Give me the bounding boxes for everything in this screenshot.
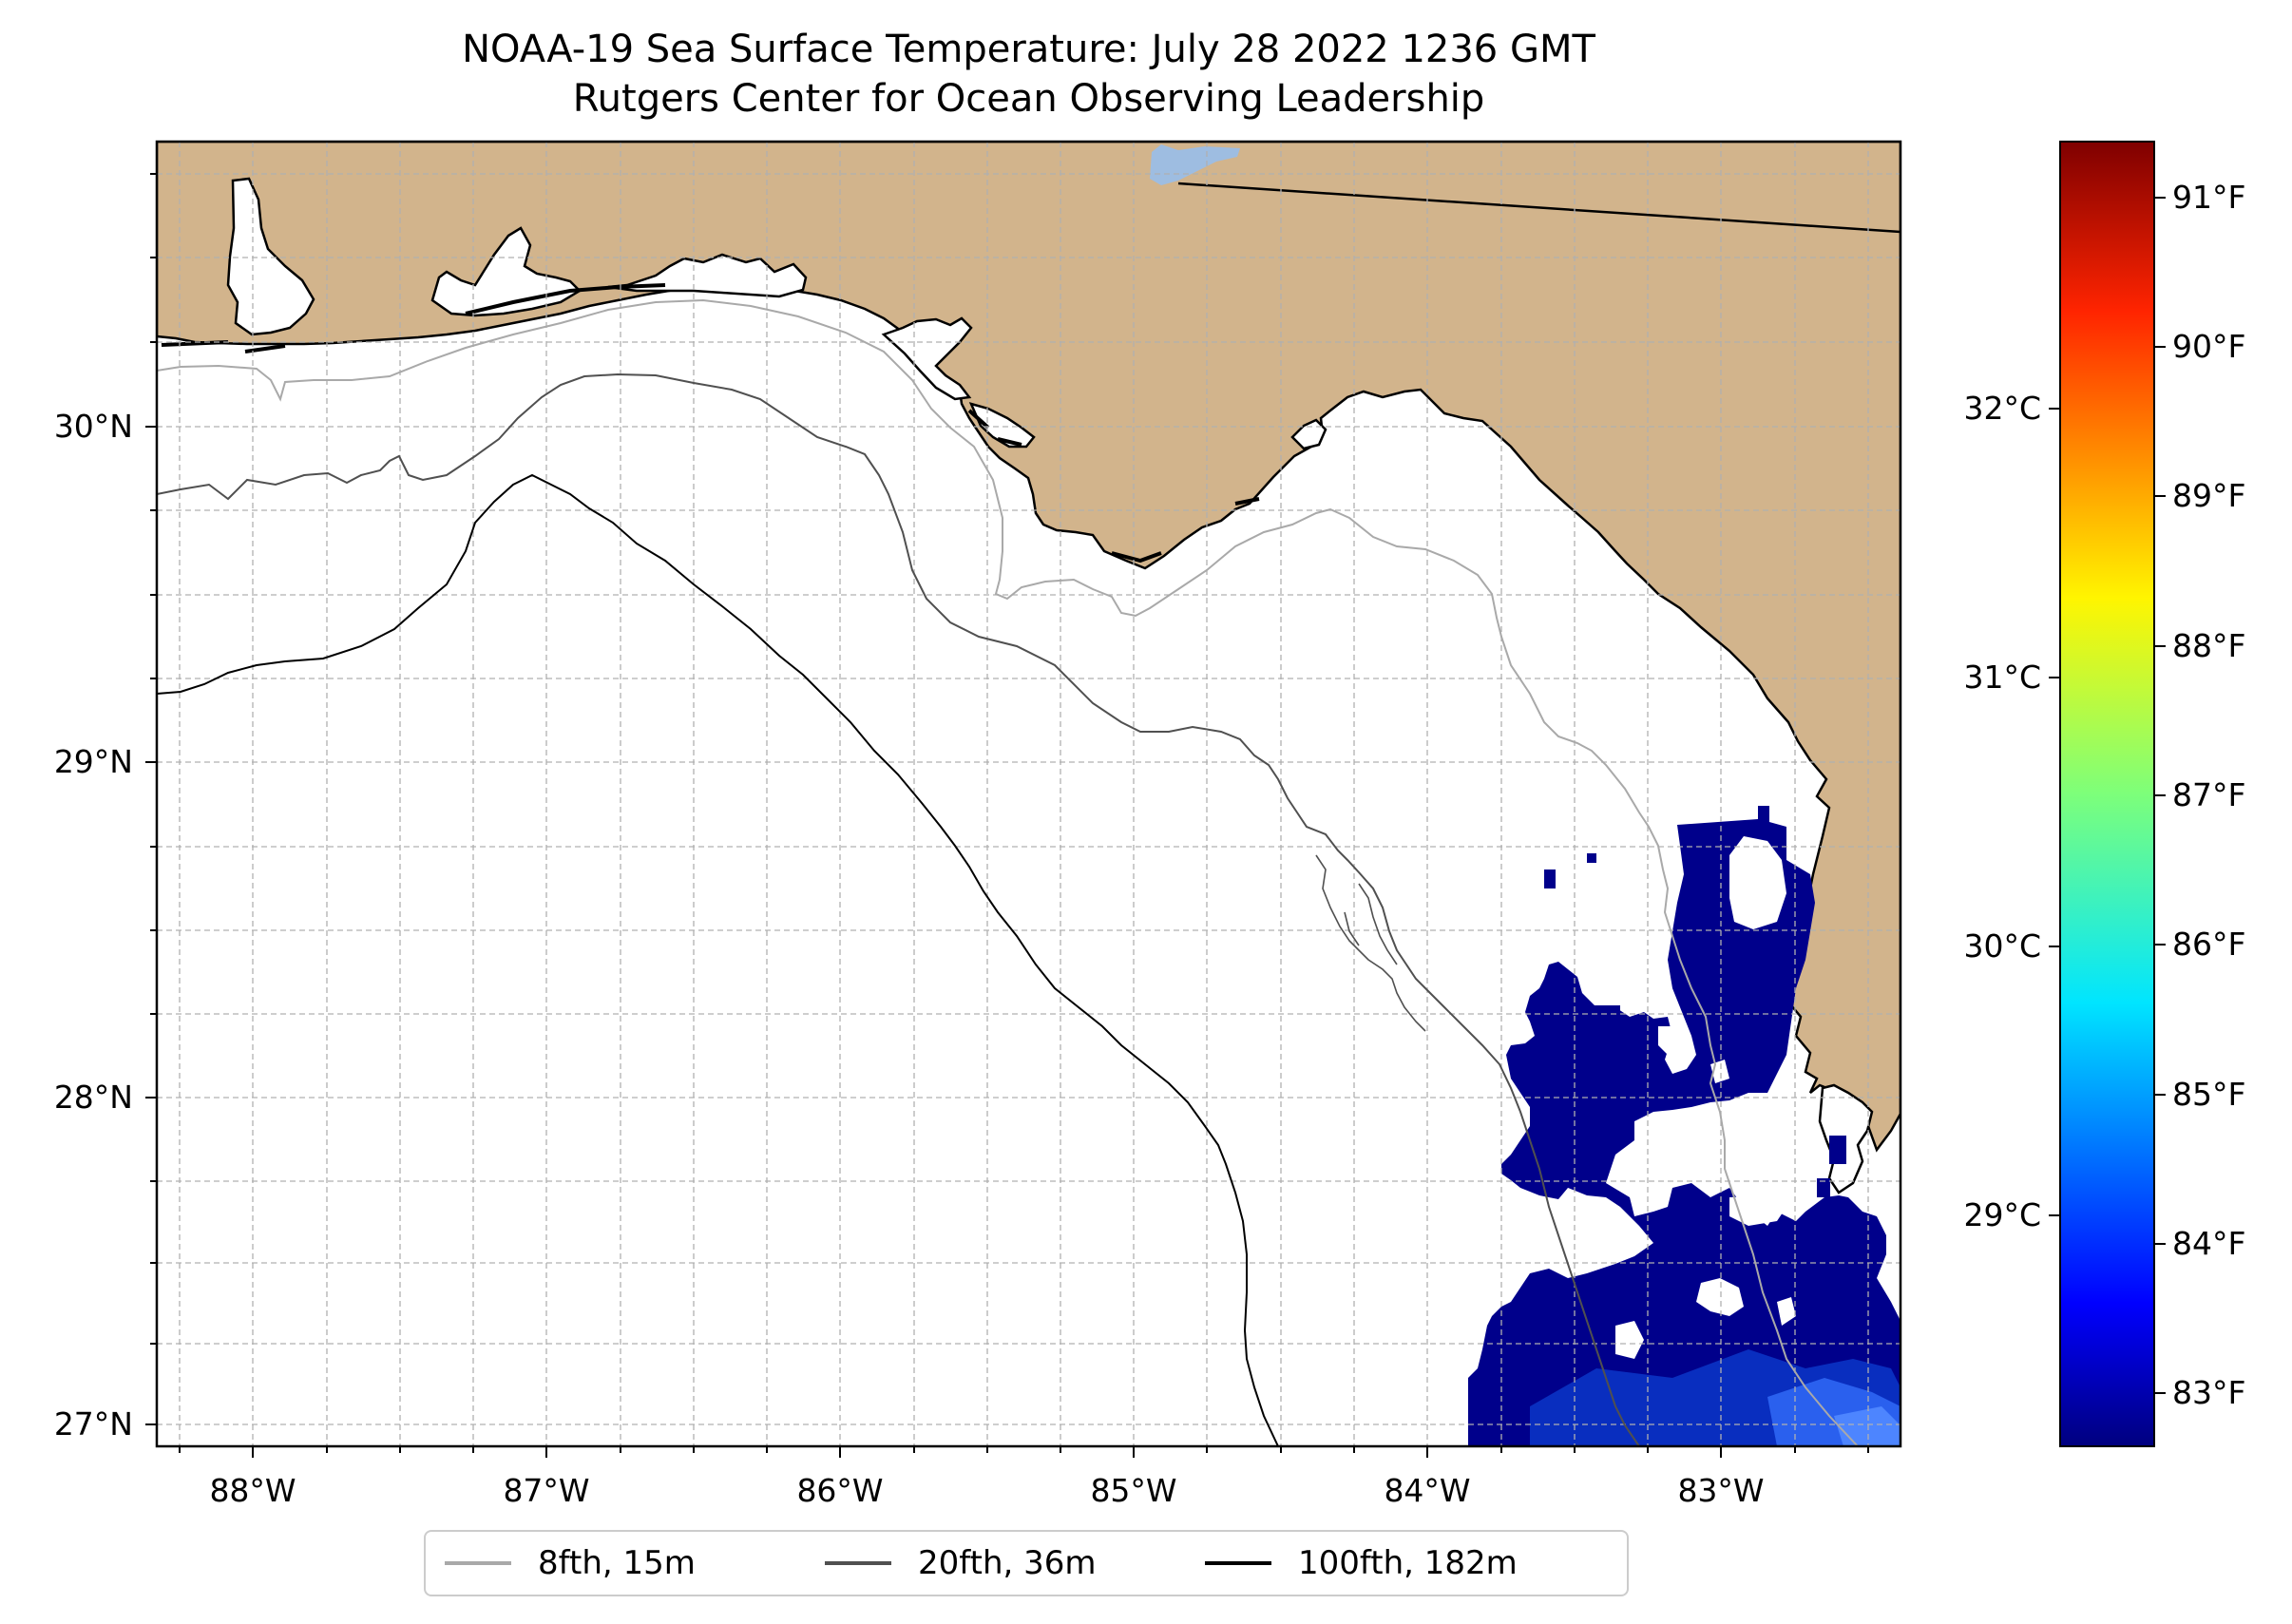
x-tick-label-85w: 85°W: [1090, 1472, 1176, 1509]
legend-label-20fth: 20fth, 36m: [918, 1544, 1097, 1582]
legend-swatch-100fth: [1205, 1561, 1271, 1565]
y-tick-label-28n: 28°N: [54, 1079, 133, 1116]
fahrenheit-label-85: 85°F: [2172, 1076, 2245, 1113]
y-tick-label-27n: 27°N: [54, 1405, 133, 1442]
legend-item-8fth: 8fth, 15m: [445, 1532, 696, 1595]
x-tick-label-83w: 83°W: [1677, 1472, 1764, 1509]
fahrenheit-label-89: 89°F: [2172, 477, 2245, 514]
pensacola-bay: [430, 226, 583, 317]
title-line-2: Rutgers Center for Ocean Observing Leade…: [572, 77, 1485, 121]
fahrenheit-label-84: 84°F: [2172, 1225, 2245, 1262]
celsius-label-31: 31°C: [1963, 659, 2041, 696]
axis-ticks: [145, 173, 1869, 1458]
legend-swatch-20fth: [825, 1561, 891, 1565]
x-tick-label-88w: 88°W: [209, 1472, 296, 1509]
x-tick-label-86w: 86°W: [796, 1472, 883, 1509]
state-border: [1177, 182, 1900, 234]
y-tick-label-30n: 30°N: [54, 408, 133, 445]
legend-item-100fth: 100fth, 182m: [1205, 1532, 1518, 1595]
contour-legend: 8fth, 15m 20fth, 36m 100fth, 182m: [424, 1530, 1629, 1596]
contour-8fth-15m: [157, 298, 1859, 1446]
fahrenheit-label-86: 86°F: [2172, 926, 2245, 963]
colorbar: 32°C 31°C 30°C 29°C 91°F 90°F 89°F 88°F …: [1963, 141, 2245, 1447]
contour-20fth-36m: [157, 373, 1640, 1446]
contour-20fth-36m-shoals: [1315, 854, 1426, 1032]
y-axis-labels: 30°N 29°N 28°N 27°N: [54, 408, 133, 1442]
mobile-bay: [226, 177, 315, 336]
barrier-islands: [161, 283, 1260, 564]
colorbar-celsius-ticks: [2049, 408, 2060, 1216]
x-axis-labels: 88°W 87°W 86°W 85°W 84°W 83°W: [209, 1472, 1764, 1509]
legend-item-20fth: 20fth, 36m: [825, 1532, 1097, 1595]
chart-title: NOAA-19 Sea Surface Temperature: July 28…: [157, 25, 1900, 124]
x-tick-label-84w: 84°W: [1384, 1472, 1470, 1509]
contour-100fth-182m: [157, 473, 1279, 1446]
celsius-label-29: 29°C: [1963, 1196, 2041, 1233]
cloud-gaps: [1615, 836, 1796, 1359]
fahrenheit-label-83: 83°F: [2172, 1374, 2245, 1411]
celsius-label-30: 30°C: [1963, 927, 2041, 965]
legend-swatch-8fth: [445, 1561, 511, 1565]
colorbar-fahrenheit-ticks: [2154, 197, 2166, 1394]
legend-label-100fth: 100fth, 182m: [1298, 1544, 1518, 1582]
st-andrew-bay: [881, 316, 973, 401]
gridlines: [157, 142, 1900, 1446]
fahrenheit-label-90: 90°F: [2172, 328, 2245, 365]
celsius-label-32: 32°C: [1963, 390, 2041, 427]
lake: [1150, 144, 1240, 185]
legend-label-8fth: 8fth, 15m: [538, 1544, 696, 1582]
x-tick-label-87w: 87°W: [503, 1472, 589, 1509]
y-tick-label-29n: 29°N: [54, 743, 133, 780]
fahrenheit-label-91: 91°F: [2172, 179, 2245, 216]
fahrenheit-label-88: 88°F: [2172, 627, 2245, 664]
colorbar-gradient: [2059, 141, 2155, 1447]
title-line-1: NOAA-19 Sea Surface Temperature: July 28…: [462, 28, 1595, 71]
map-frame: [155, 140, 1902, 1448]
fahrenheit-label-87: 87°F: [2172, 776, 2245, 813]
